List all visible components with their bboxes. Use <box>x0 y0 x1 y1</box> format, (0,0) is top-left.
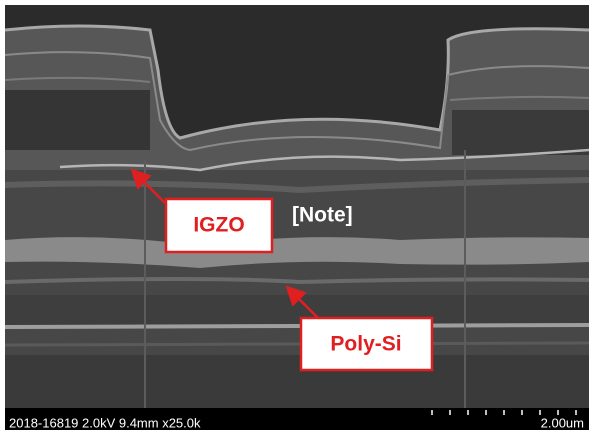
footer-info: 2018-16819 2.0kV 9.4mm x25.0k <box>9 415 201 430</box>
poly-si-box <box>299 316 434 372</box>
footer-scale: 2.00um <box>541 415 584 430</box>
igzo-box <box>164 197 274 254</box>
igzo-label: IGZO <box>193 214 244 237</box>
scale-ticks <box>431 410 577 415</box>
igzo-arrow <box>130 168 166 204</box>
note-label: [Note] <box>292 204 353 227</box>
poly-si-arrow <box>285 285 319 319</box>
poly-si-label: Poly-Si <box>330 333 401 356</box>
